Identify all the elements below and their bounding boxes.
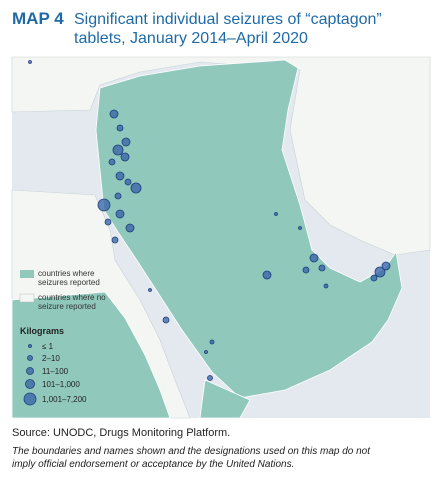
legend: countries where seizures reported countr… [14, 269, 106, 410]
seizure [318, 264, 326, 272]
land-no-seizure [11, 56, 431, 256]
seizure [207, 375, 213, 381]
seizure [116, 124, 124, 132]
map: countries where seizures reported countr… [11, 56, 431, 419]
map-label: MAP 4 [12, 9, 64, 28]
seizure [298, 226, 302, 230]
seizure [370, 274, 378, 282]
size-symbol [28, 344, 32, 348]
seizure [115, 171, 125, 181]
seizure [374, 266, 386, 278]
size-label: ≤ 1 [42, 342, 54, 351]
legend-label: countries where no [38, 293, 106, 302]
size-legend-title: Kilograms [20, 326, 64, 336]
land-seizure [95, 59, 403, 399]
note: imply official endorsement or acceptance… [12, 459, 294, 470]
seizure [125, 223, 135, 233]
seizure [115, 209, 125, 219]
seizure [97, 198, 111, 212]
size-symbol [27, 355, 33, 361]
seizure [302, 266, 310, 274]
seizure [204, 350, 208, 354]
size-symbol [23, 392, 37, 406]
seizure [381, 261, 391, 271]
note: The boundaries and names shown and the d… [12, 446, 371, 457]
seizure [274, 212, 278, 216]
legend-label: seizures reported [38, 278, 100, 287]
seizure [148, 288, 152, 292]
seizure [112, 144, 124, 156]
seizure [323, 283, 329, 289]
title: tablets, January 2014–April 2020 [74, 30, 308, 47]
source: Source: UNODC, Drugs Monitoring Platform… [12, 427, 230, 439]
seizure [108, 158, 116, 166]
seizure [120, 152, 130, 162]
seizure [109, 109, 119, 119]
red-sea [130, 275, 205, 384]
size-symbol [26, 367, 34, 375]
legend-swatch [20, 270, 34, 278]
title: Significant individual seizures of “capt… [74, 11, 382, 28]
size-label: 1,001–7,200 [42, 395, 87, 404]
legend-label: seizure reported [38, 302, 96, 311]
seizure [209, 339, 215, 345]
seizures [28, 60, 391, 381]
size-label: 101–1,000 [42, 380, 80, 389]
land-seizure [199, 379, 251, 419]
seizure [114, 192, 122, 200]
legend-swatch [19, 293, 35, 303]
legend-label: countries where [38, 269, 95, 278]
size-label: 11–100 [42, 367, 69, 376]
seizure [162, 316, 170, 324]
seizure [104, 218, 112, 226]
seizure [124, 178, 132, 186]
seizure [28, 60, 32, 64]
seizure [309, 253, 319, 263]
size-label: 2–10 [42, 354, 60, 363]
seizure [121, 137, 131, 147]
seizure [111, 236, 119, 244]
seizure [130, 182, 142, 194]
seizure [262, 270, 272, 280]
size-symbol [25, 379, 35, 389]
